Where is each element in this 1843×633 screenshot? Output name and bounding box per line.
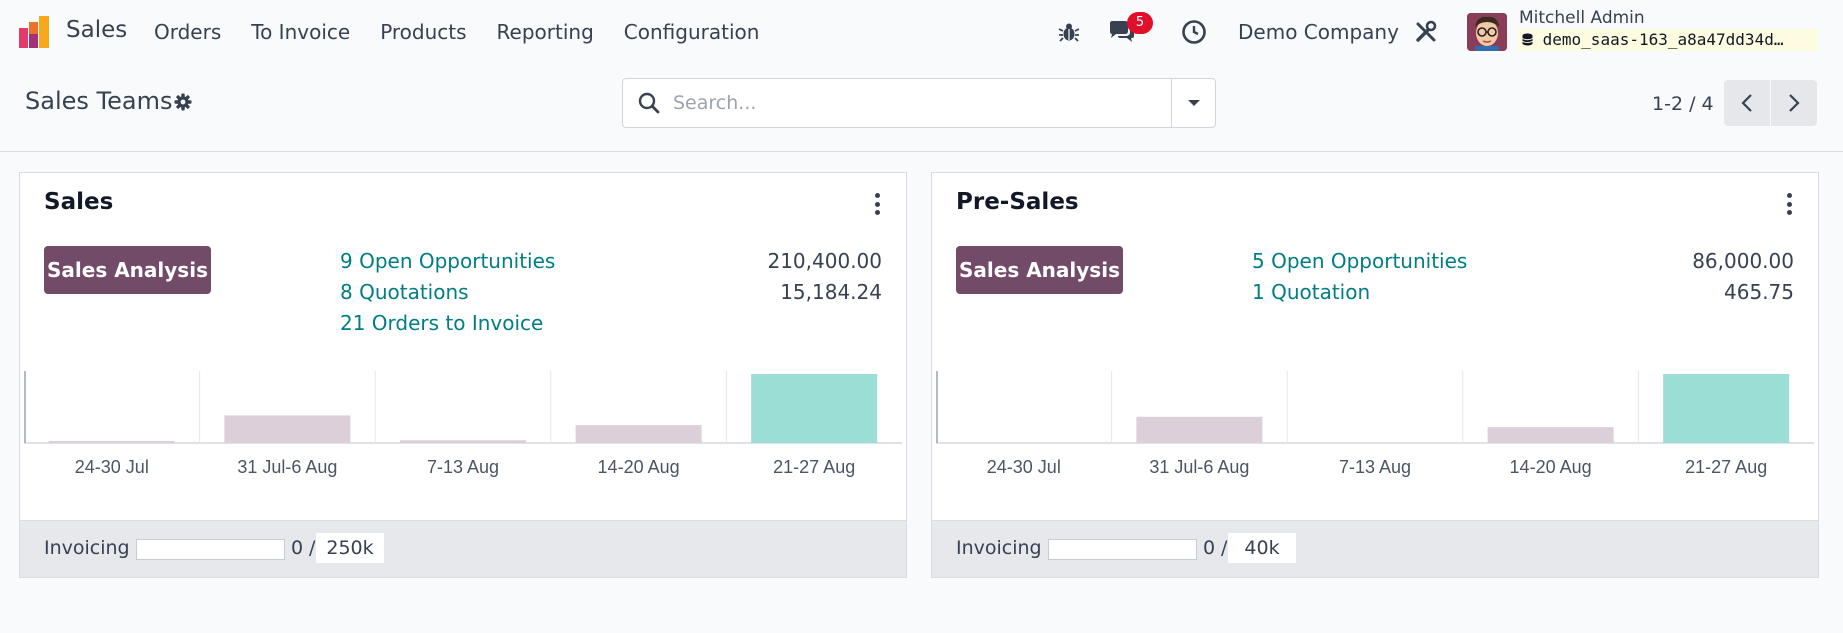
invoicing-target-input[interactable]: 250k — [316, 533, 384, 563]
orders-to-invoice-link[interactable]: 21 Orders to Invoice — [340, 311, 544, 335]
card-dropdown-menu-icon[interactable] — [872, 193, 882, 215]
page-title[interactable]: Sales Teams — [25, 87, 173, 115]
search-options-toggle[interactable] — [1171, 79, 1215, 127]
stat-row: 21 Orders to Invoice — [340, 311, 882, 342]
sales-graph-svg[interactable] — [936, 371, 1814, 461]
menu-to-invoice[interactable]: To Invoice — [251, 20, 351, 44]
invoicing-target-input[interactable]: 40k — [1228, 533, 1296, 563]
caret-down-icon — [1187, 100, 1200, 106]
graph-x-label: 7-13 Aug — [1338, 457, 1412, 477]
sales-app-logo[interactable] — [17, 14, 53, 50]
pager-value[interactable]: 1-2 / 4 — [1652, 93, 1714, 115]
control-panel: Sales Teams 1-2 / 4 — [0, 64, 1843, 152]
chevron-left-icon — [1741, 94, 1752, 112]
pager-next-button[interactable] — [1771, 80, 1817, 126]
quotations-amount: 465.75 — [1724, 280, 1794, 304]
card-dropdown-menu-icon[interactable] — [1784, 193, 1794, 215]
invoicing-footer: Invoicing 0 / 250k — [20, 520, 906, 577]
graph-x-label: 31 Jul-6 Aug — [237, 457, 338, 477]
stat-row: 8 Quotations 15,184.24 — [340, 280, 882, 311]
search-icon — [638, 92, 660, 114]
database-icon — [1522, 33, 1533, 46]
tools-icon[interactable] — [1414, 0, 1438, 64]
menu-products[interactable]: Products — [380, 20, 467, 44]
menu-orders[interactable]: Orders — [154, 20, 222, 44]
open-opportunities-amount: 86,000.00 — [1692, 249, 1794, 273]
top-navbar: Sales Orders To Invoice Products Reporti… — [0, 0, 1843, 64]
graph-x-label: 24-30 Jul — [74, 457, 149, 477]
open-opportunities-amount: 210,400.00 — [767, 249, 882, 273]
company-switcher[interactable]: Demo Company — [1238, 20, 1399, 44]
team-card-sales[interactable]: Sales Sales Analysis 9 Open Opportunitie… — [19, 172, 907, 578]
quotations-link[interactable]: 1 Quotation — [1252, 280, 1371, 304]
invoicing-separator: / — [309, 537, 316, 559]
invoiced-amount: 0 — [1203, 537, 1216, 559]
team-stats: 9 Open Opportunities 210,400.00 8 Quotat… — [340, 249, 882, 342]
quotations-amount: 15,184.24 — [780, 280, 882, 304]
stat-row: 5 Open Opportunities 86,000.00 — [1252, 249, 1794, 280]
team-name[interactable]: Pre-Sales — [956, 189, 1079, 215]
invoicing-separator: / — [1221, 537, 1228, 559]
invoicing-progress-bar — [1048, 539, 1197, 560]
graph-bar[interactable] — [48, 441, 175, 443]
graph-bar[interactable] — [1136, 416, 1263, 443]
chevron-right-icon — [1789, 94, 1800, 112]
database-name: demo_saas-163_a8a47dd34d… — [1518, 29, 1818, 51]
invoicing-footer: Invoicing 0 / 40k — [932, 520, 1818, 577]
invoicing-label: Invoicing — [44, 537, 130, 559]
invoicing-progress-bar — [136, 539, 285, 560]
graph-x-label: 21-27 Aug — [773, 457, 856, 477]
team-stats: 5 Open Opportunities 86,000.00 1 Quotati… — [1252, 249, 1794, 311]
graph-bar[interactable] — [224, 415, 351, 443]
graph-bar[interactable] — [1663, 374, 1790, 443]
search-input[interactable] — [673, 91, 1133, 115]
graph-x-labels: 24-30 Jul 31 Jul-6 Aug 7-13 Aug 14-20 Aug 21… — [936, 457, 1814, 481]
graph-bar[interactable] — [751, 374, 878, 443]
stat-row: 1 Quotation 465.75 — [1252, 280, 1794, 311]
team-name[interactable]: Sales — [44, 189, 114, 215]
graph-x-label: 24-30 Jul — [986, 457, 1061, 477]
stat-row: 9 Open Opportunities 210,400.00 — [340, 249, 882, 280]
graph-x-label: 7-13 Aug — [426, 457, 500, 477]
graph-x-label: 14-20 Aug — [1509, 457, 1592, 477]
menu-configuration[interactable]: Configuration — [623, 20, 760, 44]
pager-previous-button[interactable] — [1724, 80, 1770, 126]
sales-graph-svg[interactable] — [24, 371, 902, 461]
activity-clock-icon[interactable] — [1181, 0, 1207, 64]
search-bar — [622, 78, 1216, 128]
graph-bar[interactable] — [1487, 427, 1614, 443]
database-name-text: demo_saas-163_a8a47dd34d… — [1542, 30, 1784, 49]
open-opportunities-link[interactable]: 5 Open Opportunities — [1252, 249, 1468, 273]
graph-bar[interactable] — [575, 425, 702, 443]
main-menu: Orders To Invoice Products Reporting Con… — [154, 20, 789, 44]
sales-graph[interactable]: 24-30 Jul 31 Jul-6 Aug 7-13 Aug 14-20 Aug 21… — [936, 371, 1814, 491]
sales-analysis-button[interactable]: Sales Analysis — [44, 246, 211, 294]
invoiced-amount: 0 — [291, 537, 304, 559]
graph-x-labels: 24-30 Jul 31 Jul-6 Aug 7-13 Aug 14-20 Aug 21… — [24, 457, 902, 481]
invoicing-label: Invoicing — [956, 537, 1042, 559]
team-card-pre-sales[interactable]: Pre-Sales Sales Analysis 5 Open Opportun… — [931, 172, 1819, 578]
debug-bug-icon[interactable] — [1058, 0, 1080, 64]
gear-icon[interactable] — [174, 93, 192, 111]
user-avatar[interactable] — [1467, 13, 1507, 51]
graph-x-label: 31 Jul-6 Aug — [1149, 457, 1250, 477]
app-name[interactable]: Sales — [66, 17, 128, 43]
sales-analysis-button[interactable]: Sales Analysis — [956, 246, 1123, 294]
graph-bar[interactable] — [400, 440, 526, 443]
menu-reporting[interactable]: Reporting — [496, 20, 594, 44]
sales-graph[interactable]: 24-30 Jul 31 Jul-6 Aug 7-13 Aug 14-20 Aug 21… — [24, 371, 902, 491]
messages-count-badge: 5 — [1127, 12, 1153, 34]
quotations-link[interactable]: 8 Quotations — [340, 280, 469, 304]
graph-x-label: 14-20 Aug — [597, 457, 680, 477]
graph-x-label: 21-27 Aug — [1685, 457, 1768, 477]
user-name[interactable]: Mitchell Admin — [1519, 8, 1645, 28]
open-opportunities-link[interactable]: 9 Open Opportunities — [340, 249, 556, 273]
